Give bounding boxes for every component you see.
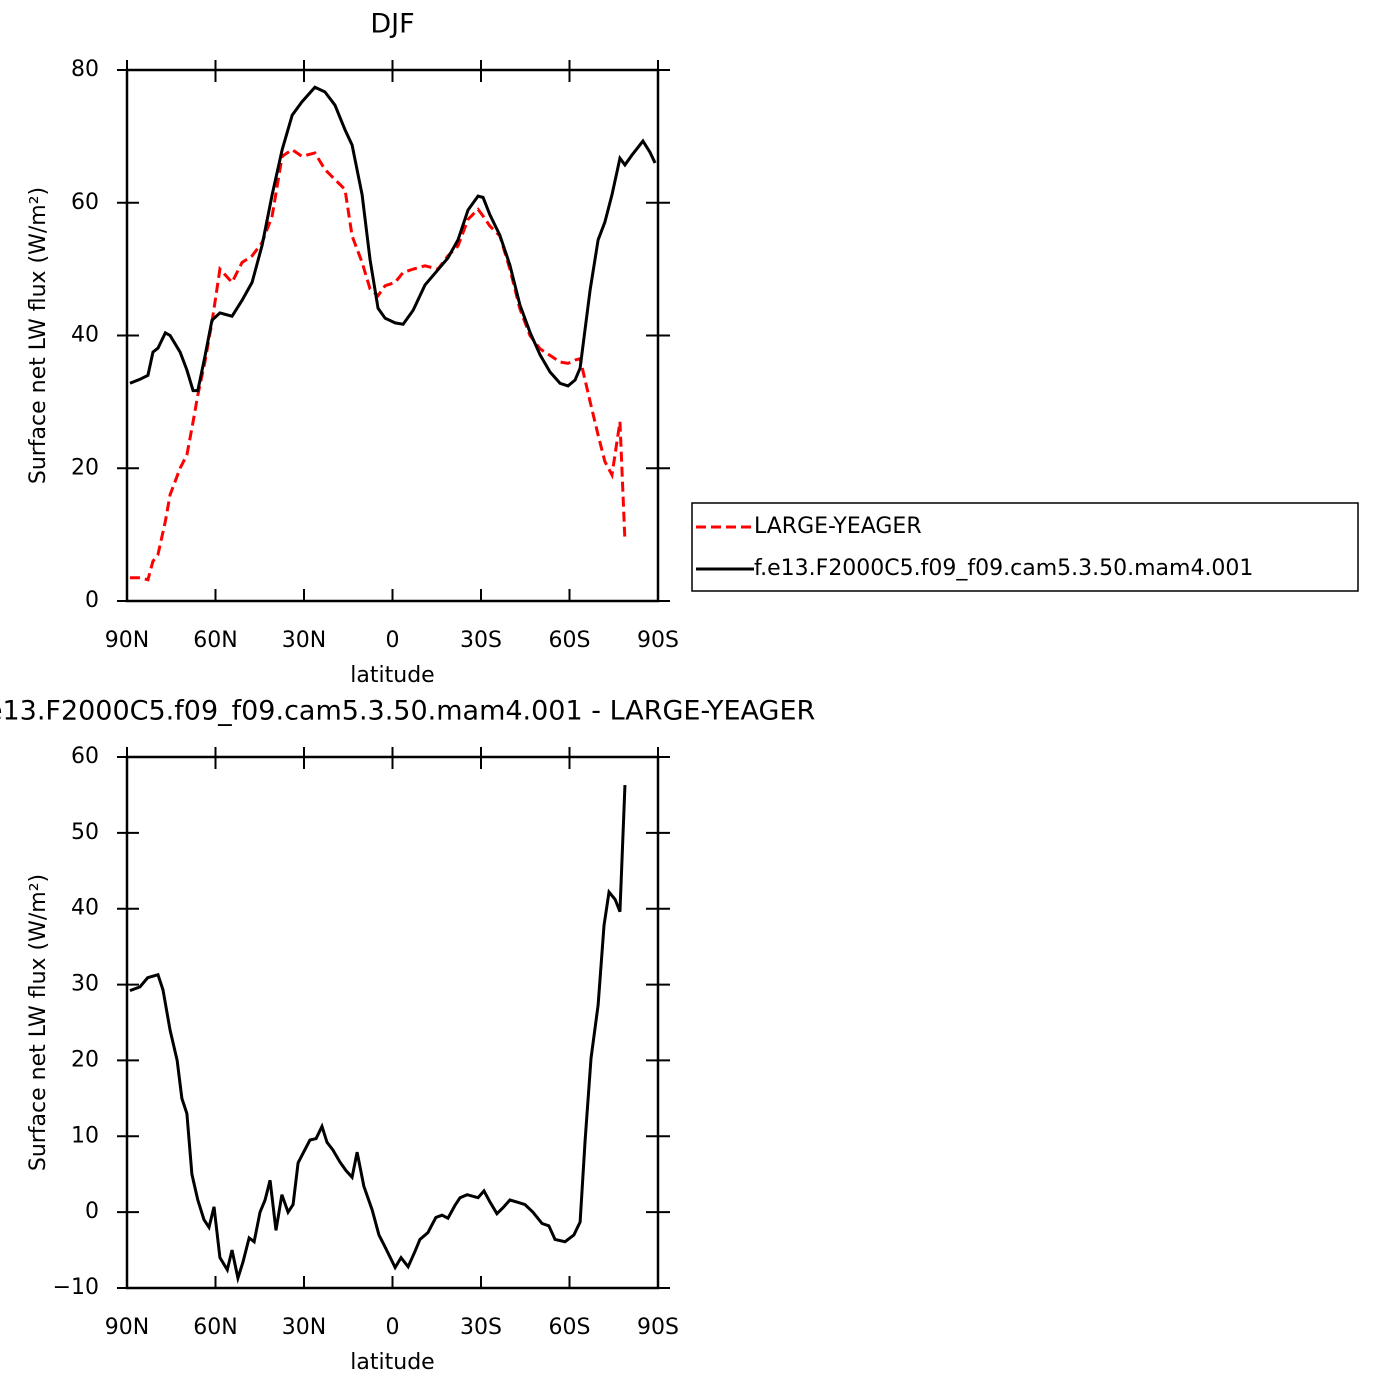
y-tick-label: 30 bbox=[71, 972, 99, 997]
x-tick-label: 60N bbox=[193, 628, 237, 653]
x-tick-label: 90N bbox=[105, 1315, 149, 1340]
y-tick-label: 10 bbox=[71, 1123, 99, 1148]
x-tick-label: 60N bbox=[193, 1315, 237, 1340]
y-tick-label: −10 bbox=[53, 1275, 99, 1300]
legend-label: f.e13.F2000C5.f09_f09.cam5.3.50.mam4.001 bbox=[754, 556, 1253, 581]
legend-box bbox=[691, 502, 1359, 592]
data-line bbox=[129, 785, 627, 1285]
x-axis-label: latitude bbox=[350, 663, 434, 688]
x-tick-label: 0 bbox=[386, 1315, 400, 1340]
legend-label: LARGE-YEAGER bbox=[754, 514, 922, 539]
x-tick-label: 90S bbox=[637, 1315, 679, 1340]
x-tick-label: 60S bbox=[549, 628, 591, 653]
x-tick-label: 60S bbox=[549, 1315, 591, 1340]
y-tick-label: 60 bbox=[71, 744, 99, 769]
y-tick-label: 20 bbox=[71, 455, 99, 480]
y-tick-label: 0 bbox=[85, 588, 99, 613]
x-tick-label: 30S bbox=[460, 628, 502, 653]
y-tick-label: 40 bbox=[71, 323, 99, 348]
x-tick-label: 0 bbox=[386, 628, 400, 653]
y-tick-label: 20 bbox=[71, 1047, 99, 1072]
x-axis-label: latitude bbox=[350, 1350, 434, 1375]
y-tick-label: 60 bbox=[71, 190, 99, 215]
plot-frame bbox=[125, 755, 660, 1290]
x-tick-label: 30N bbox=[282, 628, 326, 653]
x-tick-label: 90N bbox=[105, 628, 149, 653]
chart-title: f.e13.F2000C5.f09_f09.cam5.3.50.mam4.001… bbox=[0, 696, 815, 727]
x-tick-label: 30N bbox=[282, 1315, 326, 1340]
x-tick-label: 30S bbox=[460, 1315, 502, 1340]
data-line bbox=[129, 147, 627, 582]
y-tick-label: 50 bbox=[71, 820, 99, 845]
y-axis-label: Surface net LW flux (W/m²) bbox=[26, 874, 51, 1171]
data-line bbox=[129, 85, 657, 393]
y-tick-label: 80 bbox=[71, 57, 99, 82]
chart-title: DJF bbox=[370, 9, 414, 40]
y-axis-label: Surface net LW flux (W/m²) bbox=[26, 187, 51, 484]
y-tick-label: 0 bbox=[85, 1199, 99, 1224]
plot-frame bbox=[125, 68, 660, 603]
y-tick-label: 40 bbox=[71, 896, 99, 921]
x-tick-label: 90S bbox=[637, 628, 679, 653]
